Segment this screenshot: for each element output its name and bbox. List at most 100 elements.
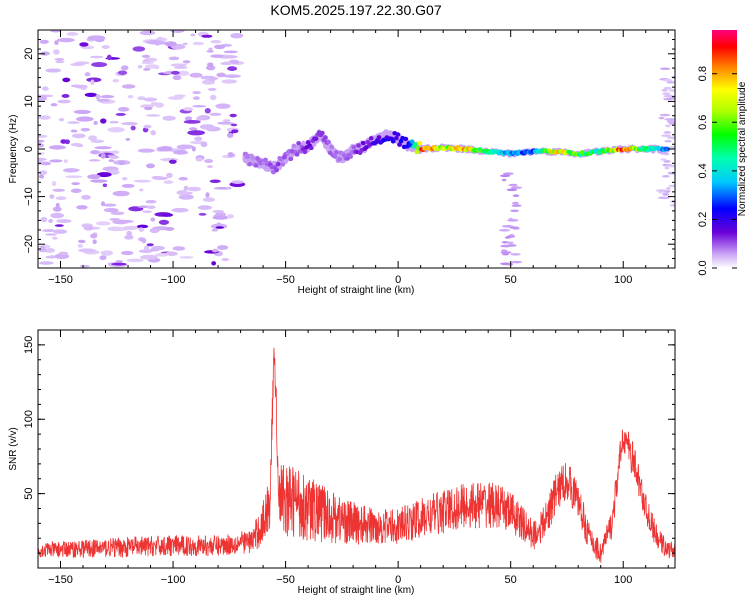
spectrogram-noise-cell <box>208 47 213 51</box>
spectrogram-noise-cell <box>52 49 60 55</box>
spectrogram-noise-cell <box>192 41 205 46</box>
spectrogram-side-cell <box>657 196 670 200</box>
spectrogram-noise-cell <box>231 129 239 134</box>
spectrogram-noise-cell <box>136 224 149 229</box>
spectrogram-side-cell <box>664 118 675 121</box>
spectrogram-noise-cell <box>150 102 159 106</box>
spectrogram-trace-cell <box>294 152 300 157</box>
spectrogram-noise-cell <box>187 186 202 192</box>
spectrogram-noise-cell <box>122 225 140 231</box>
spectrogram-side-cell <box>501 178 507 182</box>
spectrogram-trace-cell <box>327 150 333 156</box>
spectrogram-trace-cell <box>313 136 319 141</box>
spectrogram-noise-cell <box>112 190 130 197</box>
spectrogram-side-cell <box>510 186 523 189</box>
spectrogram-noise-cell <box>139 188 144 192</box>
snr-ytick-label: 50 <box>23 488 35 500</box>
spectrogram-side-cell <box>668 184 675 188</box>
spectrogram-noise-cell <box>146 205 156 209</box>
spectrogram-noise-cell <box>55 60 65 64</box>
spectrogram-noise-cell <box>44 248 56 253</box>
spectrogram-trace-cell <box>334 150 339 155</box>
spectrogram-noise-cell <box>109 120 119 124</box>
spectrogram-noise-cell <box>126 230 133 237</box>
spectrogram-noise-cell <box>121 122 139 126</box>
spectrogram-noise-cell <box>144 245 150 251</box>
spectrogram-noise-cell <box>226 214 234 219</box>
spectrogram-noise-cell <box>194 136 203 141</box>
spectrogram-noise-cell <box>184 116 193 121</box>
spectrogram-noise-cell <box>54 40 59 46</box>
spectrogram-noise-cell <box>176 190 188 196</box>
spectrogram-side-cell <box>504 236 511 239</box>
spectrogram-ytick-label: 0 <box>23 146 35 152</box>
spectrogram-noise-cell <box>143 124 152 129</box>
spectrogram-noise-cell <box>84 92 98 97</box>
spectrogram-noise-cell <box>150 130 157 136</box>
spectrogram-trace-cell <box>412 142 418 147</box>
spectrogram-noise-cell <box>108 159 115 163</box>
spectrogram-trace-cell <box>414 149 420 155</box>
spectrogram-trace-cell <box>348 154 354 159</box>
spectrogram-noise-cell <box>200 75 216 80</box>
spectrogram-noise-cell <box>96 98 111 102</box>
spectrogram-side-cell <box>501 224 514 228</box>
spectrogram-side-cell <box>499 174 511 178</box>
spectrogram-noise-cell <box>106 54 112 61</box>
spectrogram-noise-cell <box>91 62 108 68</box>
spectrogram-noise-cell <box>209 179 221 183</box>
spectrogram-noise-cell <box>221 61 233 66</box>
spectrogram-noise-cell <box>100 95 115 99</box>
spectrogram-noise-cell <box>42 229 56 233</box>
spectrogram-trace-cell <box>323 135 328 140</box>
spectrogram-noise-cell <box>100 250 114 256</box>
spectrogram-noise-cell <box>192 91 202 95</box>
spectrogram-noise-cell <box>143 97 158 102</box>
spectrogram-side-cell <box>498 228 511 232</box>
spectrogram-side-cell <box>662 193 670 196</box>
spectrogram-noise-cell <box>94 146 112 150</box>
spectrogram-noise-cell <box>103 208 119 213</box>
spectrogram-noise-cell <box>80 87 87 91</box>
spectrogram-noise-cell <box>96 172 112 178</box>
spectrogram-noise-cell <box>45 68 62 73</box>
spectrogram-noise-cell <box>84 72 91 77</box>
spectrogram-ylabel: Frequency (Hz) <box>8 115 19 184</box>
spectrogram-noise-cell <box>158 219 170 225</box>
spectrogram-side-cell <box>666 80 675 84</box>
spectrogram-noise-cell <box>210 40 222 44</box>
spectrogram-noise-cell <box>182 60 191 64</box>
spectrogram-noise-cell <box>101 201 106 207</box>
spectrogram-side-cell <box>501 252 510 256</box>
spectrogram-noise-cell <box>90 179 108 183</box>
spectrogram-side-cell <box>663 160 671 163</box>
spectrogram-side-cell <box>664 139 672 143</box>
spectrogram-noise-cell <box>171 207 189 213</box>
spectrogram-noise-cell <box>178 194 194 200</box>
spectrogram-noise-cell <box>170 70 180 75</box>
spectrogram-trace-cell <box>296 140 302 146</box>
spectrogram-side-cell <box>512 226 520 230</box>
spectrogram-noise-cell <box>111 150 120 154</box>
spectrogram-noise-cell <box>173 66 188 69</box>
spectrogram-side-cell <box>500 244 512 248</box>
spectrogram-side-cell <box>662 174 670 178</box>
spectrogram-noise-cell <box>130 125 136 131</box>
spectrogram-noise-cell <box>149 228 160 234</box>
spectrogram-noise-cell <box>139 30 156 36</box>
spectrogram-noise-cell <box>108 155 120 159</box>
spectrogram-noise-cell <box>146 163 155 169</box>
snr-series-line <box>38 347 675 563</box>
snr-ytick-label: 150 <box>23 336 35 354</box>
spectrogram-noise-cell <box>61 94 70 98</box>
spectrogram-noise-cell <box>154 253 169 257</box>
spectrogram-noise-cell <box>48 145 66 150</box>
spectrogram-noise-cell <box>168 56 180 61</box>
spectrogram-trace-cell <box>250 156 256 161</box>
spectrogram-noise-cell <box>95 221 111 226</box>
spectrogram-side-cell <box>663 131 672 134</box>
spectrogram-noise-cell <box>101 45 110 49</box>
spectrogram-trace-cell <box>397 142 402 147</box>
spectrogram-noise-cell <box>215 226 225 229</box>
snr-xtick-label: 50 <box>505 574 517 586</box>
